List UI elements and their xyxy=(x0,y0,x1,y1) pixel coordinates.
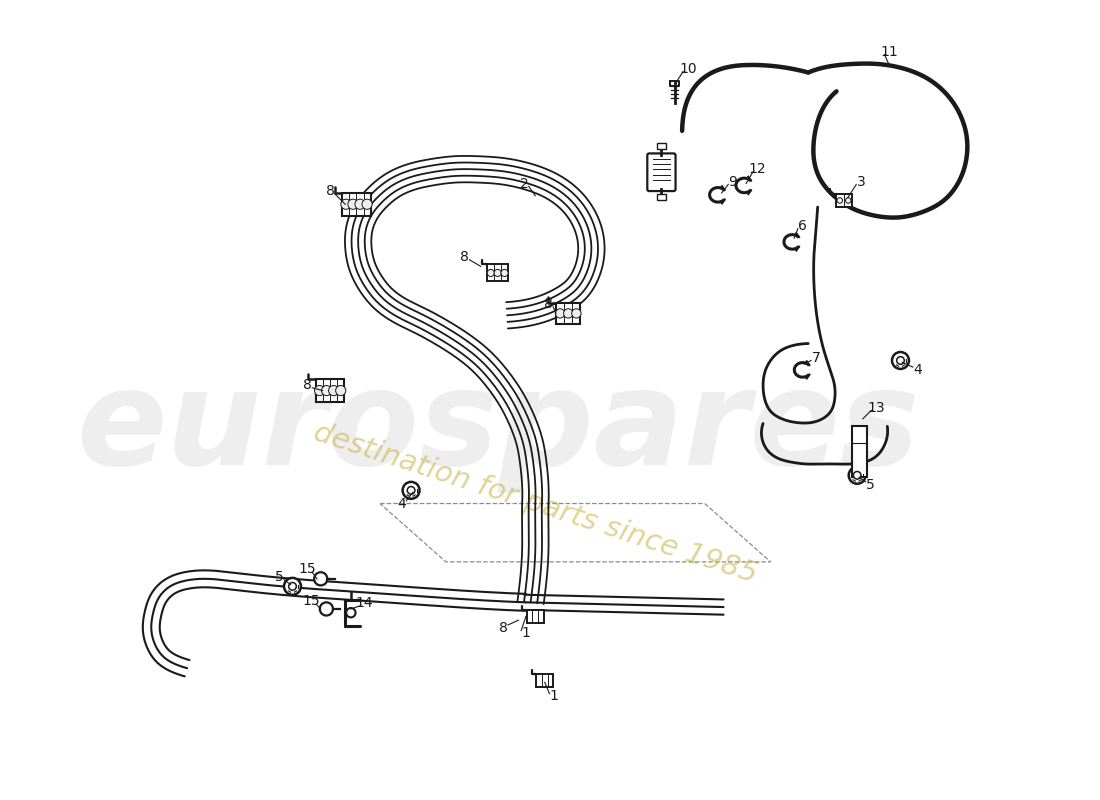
Text: 2: 2 xyxy=(519,177,528,190)
Bar xyxy=(487,265,508,282)
Text: 9: 9 xyxy=(728,174,737,189)
Text: 3: 3 xyxy=(857,174,866,189)
Circle shape xyxy=(556,309,564,318)
Circle shape xyxy=(572,309,581,318)
Circle shape xyxy=(346,608,355,618)
Circle shape xyxy=(320,602,333,615)
Circle shape xyxy=(407,486,415,494)
Text: 6: 6 xyxy=(799,219,807,233)
Text: 15: 15 xyxy=(302,594,320,609)
Circle shape xyxy=(563,309,573,318)
Text: 12: 12 xyxy=(749,162,767,177)
Text: 1: 1 xyxy=(550,690,559,703)
Text: 11: 11 xyxy=(880,45,898,58)
Circle shape xyxy=(341,199,351,210)
Circle shape xyxy=(892,352,909,369)
Text: 4: 4 xyxy=(397,497,406,510)
Text: 8: 8 xyxy=(544,297,553,311)
Circle shape xyxy=(288,582,296,590)
Circle shape xyxy=(854,471,861,479)
Text: 8: 8 xyxy=(499,621,508,634)
Bar xyxy=(527,610,543,623)
Bar xyxy=(657,143,667,149)
Circle shape xyxy=(846,198,851,203)
Text: 8: 8 xyxy=(460,250,470,264)
Circle shape xyxy=(315,572,328,586)
Bar xyxy=(342,193,371,215)
Text: 10: 10 xyxy=(679,62,696,76)
Text: 15: 15 xyxy=(299,562,317,577)
Circle shape xyxy=(362,199,372,210)
Circle shape xyxy=(348,199,358,210)
Circle shape xyxy=(329,386,339,396)
Circle shape xyxy=(284,578,301,595)
FancyBboxPatch shape xyxy=(647,154,675,191)
Text: 7: 7 xyxy=(812,350,821,365)
Text: 1: 1 xyxy=(521,626,530,641)
Circle shape xyxy=(321,386,332,396)
Circle shape xyxy=(494,270,502,277)
Text: 13: 13 xyxy=(867,401,884,414)
Text: 4: 4 xyxy=(913,363,922,377)
Circle shape xyxy=(355,199,365,210)
Text: 5: 5 xyxy=(866,478,874,492)
Circle shape xyxy=(315,386,324,396)
Circle shape xyxy=(487,270,494,277)
Circle shape xyxy=(896,357,904,364)
Circle shape xyxy=(336,386,345,396)
Circle shape xyxy=(403,482,419,499)
Bar xyxy=(537,674,553,687)
Text: 5: 5 xyxy=(275,570,284,584)
Bar xyxy=(657,194,667,199)
Text: eurospares: eurospares xyxy=(76,363,920,494)
Text: 14: 14 xyxy=(355,596,373,610)
Text: 8: 8 xyxy=(326,184,334,198)
Bar xyxy=(851,426,867,477)
Circle shape xyxy=(837,198,843,203)
Text: 8: 8 xyxy=(304,378,312,392)
Bar xyxy=(556,303,581,324)
Bar xyxy=(836,194,852,207)
Circle shape xyxy=(849,467,866,484)
Text: destination for parts since 1985: destination for parts since 1985 xyxy=(310,418,761,589)
Circle shape xyxy=(500,270,508,277)
Bar xyxy=(316,379,344,402)
